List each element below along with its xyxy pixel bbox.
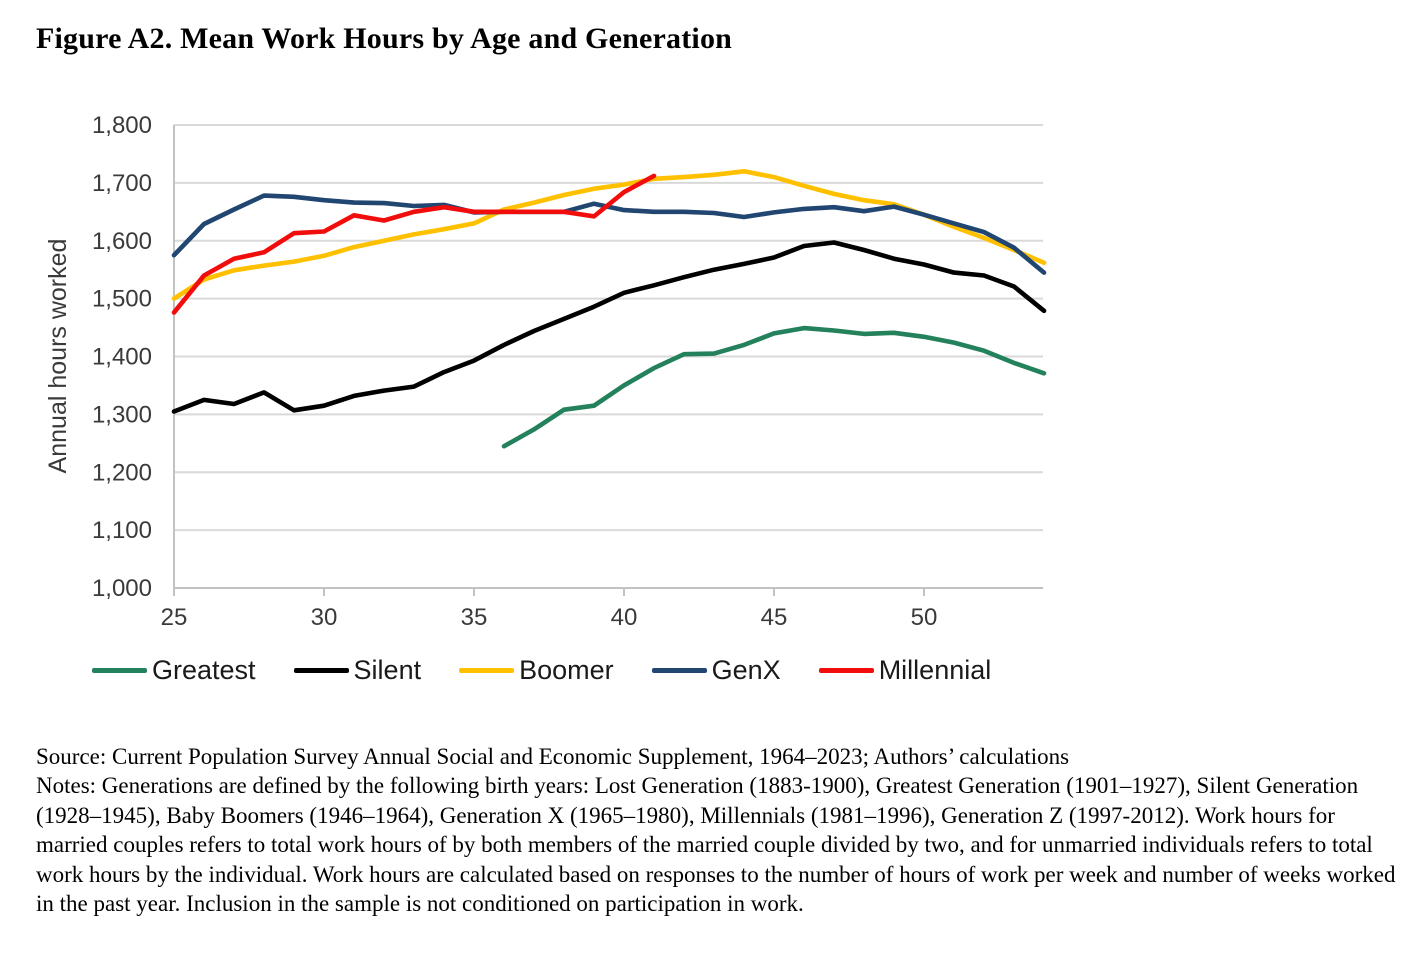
series-line-greatest xyxy=(501,325,1047,449)
y-axis-tick-labels: 1,000 1,100 1,200 1,300 1,400 1,500 1,600 1,700… xyxy=(92,112,152,602)
legend-item-boomer: Boomer xyxy=(459,654,614,685)
legend-item-genx: GenX xyxy=(651,654,781,685)
legend-label-boomer: Boomer xyxy=(519,654,614,685)
y-tick-label-1300: 1,300 xyxy=(92,401,152,428)
legend-item-silent: Silent xyxy=(293,654,422,685)
legend-label-greatest: Greatest xyxy=(152,654,256,685)
legend-label-silent: Silent xyxy=(353,654,422,685)
x-tick-label-50: 50 xyxy=(911,604,938,631)
legend-label-millennial: Millennial xyxy=(878,654,992,685)
y-axis-title: Annual hours worked xyxy=(44,239,72,474)
chart-series-lines xyxy=(171,169,1047,449)
notes-paragraph: Notes: Generations are defined by the fo… xyxy=(36,773,1396,917)
series-line-millennial xyxy=(171,173,657,315)
footer-text: Source: Current Population Survey Annual… xyxy=(36,742,1396,918)
y-tick-label-1200: 1,200 xyxy=(92,459,152,486)
legend-swatch-boomer xyxy=(459,667,515,673)
legend-label-genx: GenX xyxy=(711,654,781,685)
legend-item-greatest: Greatest xyxy=(92,654,256,685)
series-line-silent xyxy=(171,240,1047,414)
chart-legend: Greatest Silent Boomer GenX Millennial xyxy=(92,653,991,687)
legend-item-millennial: Millennial xyxy=(818,654,992,685)
y-tick-label-1800: 1,800 xyxy=(92,112,152,139)
y-tick-label-1000: 1,000 xyxy=(92,575,152,602)
legend-swatch-silent xyxy=(293,667,349,673)
work-hours-line-chart: 1,000 1,100 1,200 1,300 1,400 1,500 1,600 1,700… xyxy=(44,112,1047,631)
x-tick-label-35: 35 xyxy=(461,604,488,631)
chart-axes xyxy=(173,125,1043,596)
source-line: Source: Current Population Survey Annual… xyxy=(36,744,1070,769)
figure-title: Figure A2. Mean Work Hours by Age and Ge… xyxy=(36,22,733,55)
y-tick-label-1700: 1,700 xyxy=(92,170,152,197)
x-tick-label-45: 45 xyxy=(761,604,788,631)
x-tick-label-30: 30 xyxy=(311,604,338,631)
legend-swatch-genx xyxy=(651,667,707,673)
legend-swatch-greatest xyxy=(92,667,147,673)
chart-gridlines xyxy=(174,124,1043,532)
y-tick-label-1400: 1,400 xyxy=(92,344,152,371)
x-axis-tick-labels: 25 30 35 40 45 50 xyxy=(161,604,938,631)
y-tick-label-1600: 1,600 xyxy=(92,228,152,255)
y-tick-label-1100: 1,100 xyxy=(92,517,152,544)
series-line-boomer xyxy=(171,169,1047,301)
legend-swatch-millennial xyxy=(818,667,874,673)
y-tick-label-1500: 1,500 xyxy=(92,286,152,313)
x-tick-label-25: 25 xyxy=(161,604,188,631)
x-tick-label-40: 40 xyxy=(611,604,638,631)
